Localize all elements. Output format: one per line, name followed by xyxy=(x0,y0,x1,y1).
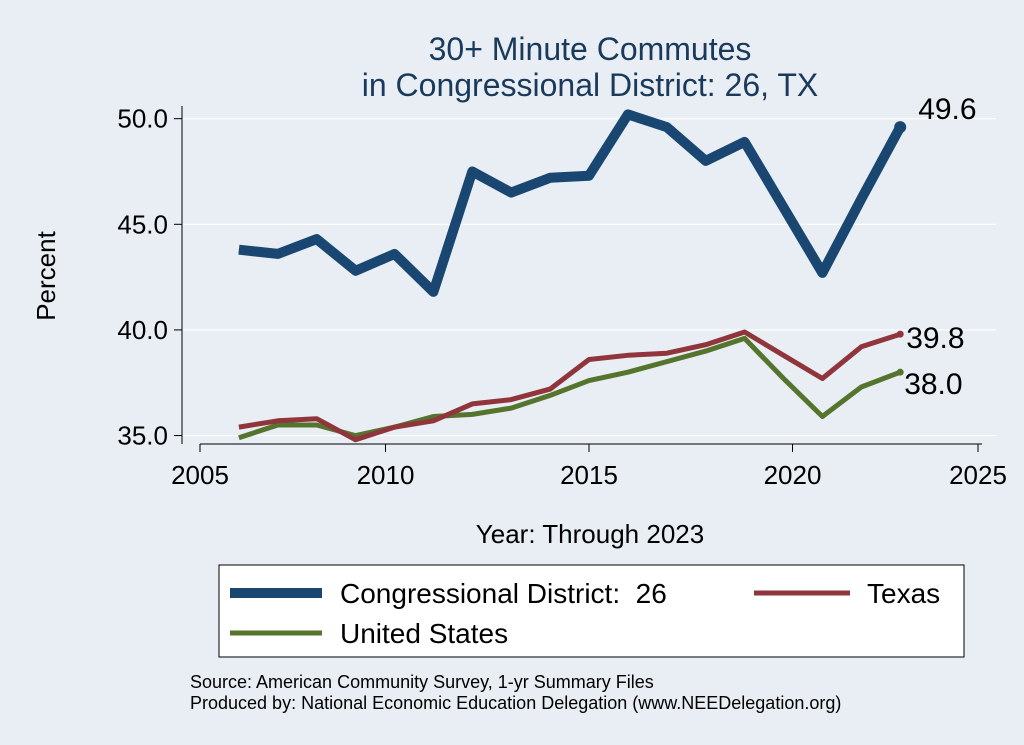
produced-by-note: Produced by: National Economic Education… xyxy=(190,693,841,713)
legend-item-district: Congressional District: 26 xyxy=(230,578,667,609)
x-tick-label: 2005 xyxy=(171,460,229,490)
x-tick-label: 2010 xyxy=(357,460,415,490)
x-tick-label: 2025 xyxy=(949,460,1007,490)
y-axis-title: Percent xyxy=(31,230,61,320)
gridlines xyxy=(182,118,996,437)
end-labels: 49.6 39.8 38.0 xyxy=(904,93,976,401)
legend-label-united-states: United States xyxy=(340,618,508,649)
chart-title-line-1: 30+ Minute Commutes xyxy=(429,31,752,67)
y-tick-label: 35.0 xyxy=(117,421,168,451)
y-axis-ticks: 35.0 40.0 45.0 50.0 xyxy=(117,104,182,451)
series-lines xyxy=(238,109,907,443)
series-end-point-2 xyxy=(896,368,904,376)
axes xyxy=(181,106,982,445)
legend-label-texas: Texas xyxy=(867,578,940,609)
x-axis-title: Year: Through 2023 xyxy=(476,519,704,549)
x-axis-ticks: 2005 2010 2015 2020 2025 xyxy=(171,444,1007,490)
series-line-1 xyxy=(238,329,901,443)
series-line-2 xyxy=(238,335,902,441)
series-end-point-1 xyxy=(896,330,904,338)
x-tick-label: 2020 xyxy=(764,460,822,490)
y-tick-label: 40.0 xyxy=(117,315,168,345)
end-label-0: 49.6 xyxy=(918,93,976,126)
legend-label-district: Congressional District: 26 xyxy=(340,578,667,609)
legend-item-texas: Texas xyxy=(754,578,940,609)
x-tick-label: 2015 xyxy=(560,460,618,490)
source-note: Source: American Community Survey, 1-yr … xyxy=(190,672,654,692)
legend-item-united-states: United States xyxy=(230,618,508,649)
end-label-2: 38.0 xyxy=(904,368,962,401)
chart-title-line-2: in Congressional District: 26, TX xyxy=(362,67,818,103)
end-label-1: 39.8 xyxy=(906,322,964,355)
series-end-point-0 xyxy=(894,121,907,134)
y-tick-label: 50.0 xyxy=(117,104,168,134)
legend-box xyxy=(218,564,965,658)
series-line-0 xyxy=(238,109,905,297)
y-tick-label: 45.0 xyxy=(117,209,168,239)
